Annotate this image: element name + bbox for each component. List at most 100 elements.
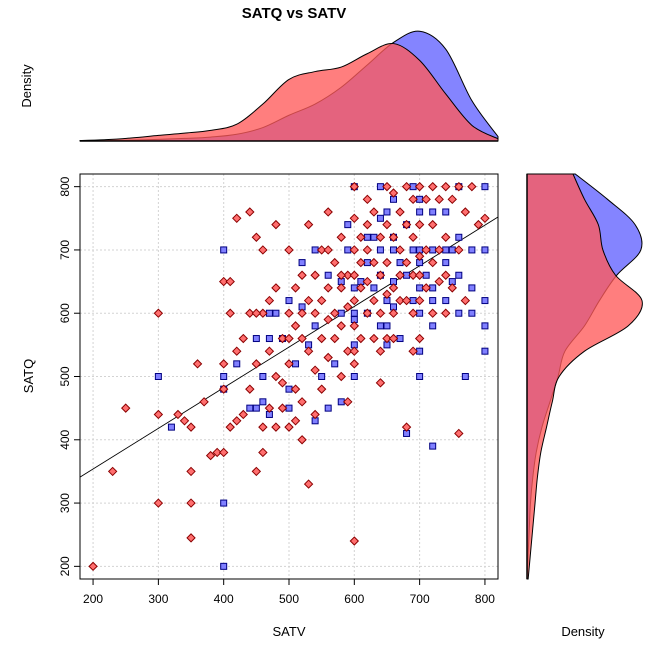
- point-group-1: [350, 309, 358, 317]
- point-group-2: [434, 276, 444, 287]
- scatter-panel: 200 300 400 500 600 700 800 200 300 400 500 600 700…: [21, 173, 499, 639]
- point-group-1: [350, 373, 358, 380]
- point-group-2: [258, 422, 268, 432]
- x-tick-label: 600: [344, 592, 364, 606]
- point-group-2: [362, 245, 373, 255]
- point-group-1: [481, 297, 489, 305]
- right-density-group-2: [526, 173, 643, 580]
- x-tick-label: 700: [410, 592, 430, 606]
- point-group-2: [362, 308, 373, 318]
- point-group-2: [349, 321, 360, 331]
- point-group-1: [429, 322, 437, 330]
- point-group-2: [121, 403, 131, 413]
- point-group-2: [349, 213, 360, 224]
- point-group-1: [252, 335, 260, 343]
- point-group-1: [481, 322, 489, 330]
- point-group-2: [212, 447, 222, 458]
- point-group-2: [277, 333, 288, 344]
- point-group-2: [395, 270, 405, 280]
- point-group-1: [220, 373, 228, 380]
- point-group-1: [468, 309, 476, 317]
- y-axis: 200 300 400 500 600 700 800: [58, 176, 80, 576]
- point-group-2: [297, 308, 307, 318]
- point-group-1: [409, 246, 417, 254]
- point-group-2: [186, 533, 196, 543]
- point-group-2: [460, 295, 471, 306]
- point-group-2: [316, 245, 327, 255]
- point-group-2: [421, 194, 431, 205]
- point-group-2: [434, 245, 444, 255]
- point-group-1: [481, 347, 489, 355]
- point-group-2: [186, 422, 196, 432]
- point-group-2: [303, 346, 314, 356]
- point-group-2: [336, 321, 346, 331]
- point-group-2: [427, 257, 438, 268]
- point-group-2: [408, 308, 418, 318]
- point-group-2: [408, 270, 418, 280]
- point-group-2: [349, 295, 360, 306]
- point-group-1: [442, 208, 450, 216]
- point-group-2: [205, 450, 216, 461]
- point-group-2: [284, 333, 294, 344]
- point-group-2: [401, 181, 412, 192]
- point-group-2: [225, 276, 235, 287]
- point-group-2: [245, 207, 255, 217]
- point-group-2: [297, 397, 307, 407]
- point-group-2: [238, 333, 248, 344]
- point-group-2: [264, 403, 275, 413]
- point-group-2: [401, 219, 412, 230]
- point-group-2: [356, 333, 366, 344]
- point-group-2: [232, 416, 242, 426]
- point-group-2: [323, 207, 333, 217]
- point-group-1: [481, 183, 489, 191]
- point-group-1: [376, 246, 384, 254]
- point-group-1: [220, 499, 228, 507]
- point-group-2: [369, 295, 379, 306]
- regression-line: [79, 216, 499, 478]
- point-group-2: [460, 207, 471, 217]
- point-group-1: [376, 214, 384, 222]
- point-group-2: [388, 308, 399, 318]
- point-group-2: [153, 409, 164, 420]
- point-group-2: [388, 188, 399, 198]
- point-group-2: [401, 422, 412, 432]
- point-group-2: [232, 213, 242, 224]
- point-group-1: [167, 423, 175, 431]
- point-group-2: [284, 245, 294, 255]
- point-group-2: [375, 232, 386, 242]
- point-group-2: [454, 428, 464, 439]
- point-group-2: [421, 283, 431, 293]
- point-group-2: [303, 219, 314, 230]
- y-axis-label: SATQ: [21, 359, 36, 393]
- point-group-1: [455, 233, 463, 241]
- point-group-2: [218, 276, 229, 287]
- point-group-2: [369, 207, 379, 217]
- point-group-2: [251, 232, 262, 242]
- point-group-2: [245, 384, 255, 394]
- point-group-1: [442, 297, 450, 305]
- point-group-2: [369, 257, 379, 268]
- point-group-2: [271, 219, 281, 230]
- point-group-2: [316, 333, 327, 344]
- point-group-2: [225, 422, 235, 432]
- point-group-1: [154, 373, 162, 380]
- point-group-2: [375, 346, 386, 356]
- point-group-1: [429, 297, 437, 305]
- point-group-2: [232, 346, 242, 356]
- x-tick-label: 200: [83, 592, 103, 606]
- grid-lines: [80, 174, 498, 579]
- point-group-2: [349, 181, 360, 192]
- point-group-1: [481, 246, 489, 254]
- point-group-1: [324, 404, 332, 412]
- point-group-2: [362, 219, 373, 230]
- point-group-2: [454, 181, 464, 192]
- point-group-2: [447, 283, 457, 293]
- point-group-1: [383, 208, 391, 216]
- point-group-2: [271, 422, 281, 432]
- point-group-2: [349, 245, 360, 255]
- point-group-1: [468, 246, 476, 254]
- y-tick-label: 200: [58, 556, 72, 576]
- point-group-1: [324, 271, 332, 279]
- point-group-2: [369, 333, 379, 344]
- point-group-2: [173, 409, 183, 420]
